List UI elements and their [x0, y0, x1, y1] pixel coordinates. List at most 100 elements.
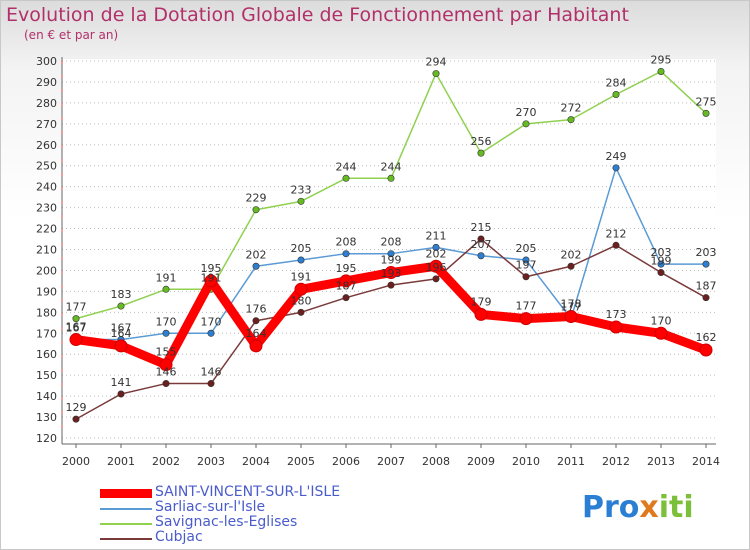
- data-label: 284: [606, 77, 627, 90]
- y-tick-label: 190: [36, 285, 57, 298]
- x-tick-label: 2006: [332, 455, 360, 468]
- data-point: [702, 294, 710, 302]
- data-label: 212: [606, 227, 627, 240]
- y-tick-label: 150: [36, 369, 57, 382]
- data-label: 176: [246, 303, 267, 316]
- x-tick-label: 2014: [692, 455, 720, 468]
- data-label: 202: [426, 247, 447, 260]
- data-label: 195: [336, 262, 357, 275]
- x-tick-label: 2013: [647, 455, 675, 468]
- data-point: [432, 70, 440, 78]
- data-label: 244: [336, 160, 357, 173]
- data-point: [387, 281, 395, 289]
- data-point: [162, 380, 170, 388]
- data-label: 197: [516, 259, 537, 272]
- data-label: 180: [291, 294, 312, 307]
- data-point: [342, 294, 350, 302]
- logo-part-1: Pro: [582, 490, 640, 525]
- data-point: [432, 243, 440, 251]
- data-point: [249, 339, 263, 353]
- data-label: 173: [606, 308, 627, 321]
- data-point: [162, 285, 170, 293]
- data-label: 179: [471, 295, 492, 308]
- data-label: 294: [426, 56, 447, 69]
- data-point: [117, 302, 125, 310]
- y-tick-label: 270: [36, 118, 57, 131]
- data-label: 256: [471, 135, 492, 148]
- x-tick-label: 2011: [557, 455, 585, 468]
- data-label: 162: [696, 331, 717, 344]
- data-label: 211: [426, 229, 447, 242]
- data-point: [567, 262, 575, 270]
- data-point: [297, 256, 305, 264]
- data-point: [69, 333, 83, 347]
- data-label: 205: [291, 242, 312, 255]
- data-label: 191: [156, 271, 177, 284]
- data-point: [294, 282, 308, 296]
- legend-swatch: [100, 508, 152, 510]
- data-label: 187: [696, 280, 717, 293]
- y-tick-label: 200: [36, 264, 57, 277]
- y-tick-label: 120: [36, 432, 57, 445]
- logo-part-3: iti: [658, 490, 694, 525]
- data-label: 177: [66, 301, 87, 314]
- data-label: 205: [516, 242, 537, 255]
- data-point: [477, 235, 485, 243]
- legend-label: Sarliac-sur-l'Isle: [155, 499, 266, 515]
- x-tick-label: 2005: [287, 455, 315, 468]
- data-point: [429, 259, 443, 273]
- data-label: 202: [561, 248, 582, 261]
- data-point: [657, 269, 665, 277]
- y-tick-label: 280: [36, 97, 57, 110]
- data-label: 195: [201, 262, 222, 275]
- data-label: 202: [246, 248, 267, 261]
- data-label: 215: [471, 221, 492, 234]
- x-tick-label: 2009: [467, 455, 495, 468]
- data-label: 164: [246, 327, 267, 340]
- data-point: [522, 120, 530, 128]
- data-point: [612, 91, 620, 99]
- data-point: [564, 310, 578, 324]
- y-tick-label: 160: [36, 348, 57, 361]
- data-label: 244: [381, 160, 402, 173]
- y-tick-label: 250: [36, 160, 57, 173]
- data-label: 199: [651, 255, 672, 268]
- data-point: [609, 320, 623, 334]
- data-label: 191: [201, 271, 222, 284]
- data-point: [567, 116, 575, 124]
- plot-area: [62, 59, 716, 440]
- data-point: [114, 339, 128, 353]
- legend-swatch: [100, 489, 152, 498]
- data-point: [657, 260, 665, 268]
- data-point: [519, 312, 533, 326]
- data-label: 129: [66, 401, 87, 414]
- legend-swatch: [100, 538, 152, 540]
- y-tick-label: 220: [36, 223, 57, 236]
- data-label: 199: [381, 254, 402, 267]
- data-point: [339, 274, 353, 288]
- data-label: 177: [561, 301, 582, 314]
- data-label: 208: [381, 236, 402, 249]
- data-label: 183: [111, 288, 132, 301]
- data-point: [207, 329, 215, 337]
- chart-subtitle: (en € et par an): [24, 28, 119, 42]
- x-tick-label: 2012: [602, 455, 630, 468]
- data-point: [159, 358, 173, 372]
- data-label: 193: [381, 267, 402, 280]
- data-point: [252, 262, 260, 270]
- data-point: [657, 67, 665, 75]
- data-point: [384, 266, 398, 280]
- data-point: [207, 380, 215, 388]
- y-tick-label: 300: [36, 55, 57, 68]
- legend-label: Savignac-les-Eglises: [155, 514, 298, 530]
- data-point: [654, 326, 668, 340]
- data-label: 196: [426, 261, 447, 274]
- data-point: [702, 109, 710, 117]
- data-point: [612, 164, 620, 172]
- data-label: 177: [516, 300, 537, 313]
- x-tick-label: 2001: [107, 455, 135, 468]
- y-tick-label: 180: [36, 306, 57, 319]
- data-label: 203: [651, 246, 672, 259]
- x-tick-label: 2010: [512, 455, 540, 468]
- data-label: 167: [111, 322, 132, 335]
